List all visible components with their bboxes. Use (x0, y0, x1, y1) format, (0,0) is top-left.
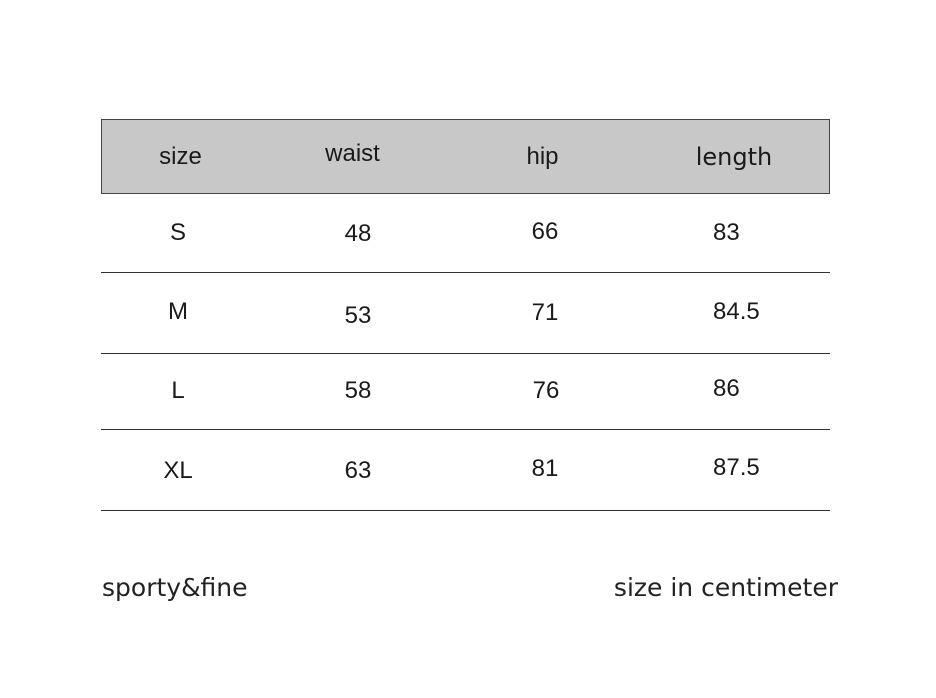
cell-waist: 53 (344, 302, 372, 329)
cell-length: 87.5 (713, 454, 760, 481)
cell-waist: 58 (344, 377, 372, 404)
row-divider (101, 429, 830, 430)
cell-waist: 48 (344, 220, 372, 247)
header-length: length (639, 119, 830, 194)
brand-label: sporty&fine (102, 573, 248, 602)
cell-size: XL (163, 457, 193, 484)
cell-hip: 76 (532, 377, 560, 404)
row-divider (101, 353, 830, 354)
cell-length: 86 (713, 375, 740, 402)
cell-length: 84.5 (713, 298, 760, 325)
cell-hip: 71 (531, 299, 559, 326)
header-size: size (101, 119, 260, 194)
unit-note: size in centimeter (613, 573, 838, 602)
cell-hip: 81 (531, 455, 559, 482)
cell-size: S (169, 219, 187, 246)
header-waist: waist (259, 119, 447, 194)
cell-length: 83 (713, 219, 740, 246)
row-divider (101, 272, 830, 273)
cell-waist: 63 (344, 457, 372, 484)
cell-size: M (168, 298, 188, 325)
cell-hip: 66 (531, 218, 559, 245)
row-divider (101, 510, 830, 511)
cell-size: L (171, 377, 185, 404)
header-hip: hip (446, 119, 640, 194)
